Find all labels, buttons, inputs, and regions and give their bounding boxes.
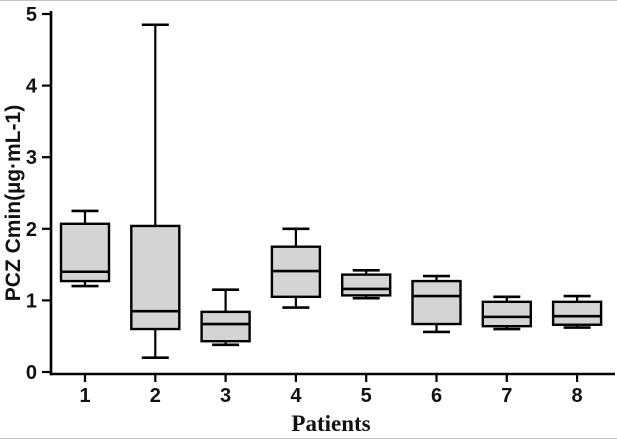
- y-tick-label: 5: [26, 4, 37, 26]
- y-tick-label: 0: [26, 362, 37, 384]
- box-patient-8: [551, 300, 603, 326]
- y-tick-label: 3: [26, 147, 37, 169]
- box-patient-6: [411, 279, 462, 326]
- x-axis-title: Patients: [291, 411, 371, 436]
- y-tick-label: 2: [26, 219, 37, 241]
- box-patient-2: [130, 224, 181, 331]
- box-patient-7: [481, 300, 532, 328]
- x-tick-label: 3: [220, 385, 231, 407]
- y-tick-label: 4: [26, 76, 38, 98]
- x-tick-label: 2: [150, 385, 161, 407]
- x-tick-label: 1: [79, 385, 90, 407]
- y-axis-title: PCZ Cmin(µg·mL-1): [2, 104, 25, 302]
- x-tick-label: 7: [501, 385, 512, 407]
- box-patient-5: [341, 273, 392, 297]
- box-patient-3: [200, 310, 251, 343]
- x-tick-label: 5: [361, 385, 372, 407]
- x-tick-label: 8: [572, 385, 583, 407]
- y-tick-label: 1: [26, 290, 37, 312]
- x-tick-label: 4: [290, 385, 302, 407]
- x-tick-label: 6: [431, 385, 442, 407]
